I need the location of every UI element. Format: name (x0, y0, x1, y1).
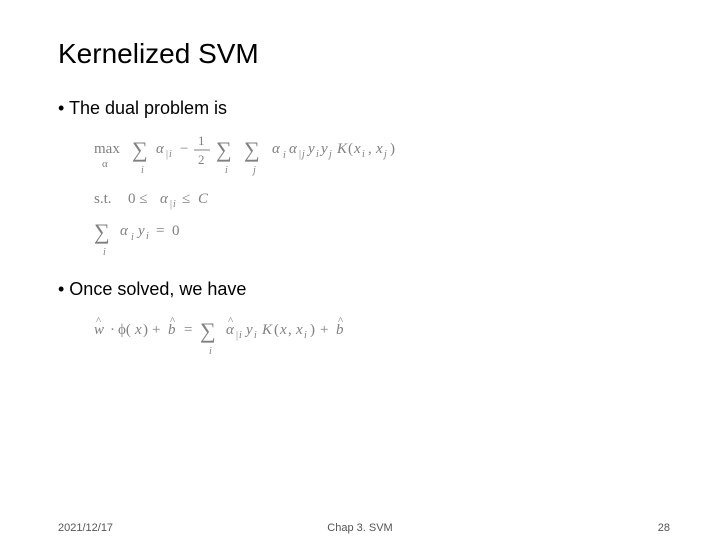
footer-page-number: 28 (658, 522, 670, 534)
bullet-dual-problem: • The dual problem is (58, 98, 670, 119)
svg-text:K: K (336, 141, 348, 157)
svg-text:x: x (353, 141, 361, 157)
svg-text:i: i (254, 330, 257, 341)
equation-solution: ^ w · ϕ( x ) + ^ b = ∑ i ^ α | (94, 312, 414, 362)
svg-text:y: y (319, 141, 328, 157)
equation-dual: max α ∑ i α | i − 1 2 ∑ i ∑ j α (94, 131, 434, 261)
svg-text:x: x (295, 322, 303, 338)
math-solution: ^ w · ϕ( x ) + ^ b = ∑ i ^ α | (94, 312, 670, 362)
svg-text:1: 1 (198, 133, 205, 148)
svg-text:w: w (94, 322, 104, 338)
svg-text:x: x (375, 141, 383, 157)
svg-text:∑: ∑ (132, 137, 148, 162)
svg-text:j: j (382, 149, 387, 160)
svg-text:i: i (103, 247, 106, 258)
svg-text:j: j (251, 165, 256, 176)
svg-text:+: + (152, 322, 160, 338)
svg-text:): ) (143, 322, 148, 338)
svg-text:y: y (306, 141, 315, 157)
svg-text:|: | (236, 330, 238, 341)
svg-text:=: = (184, 322, 192, 338)
footer-chapter: Chap 3. SVM (327, 522, 392, 534)
slide-container: Kernelized SVM • The dual problem is max… (0, 0, 720, 540)
svg-text:·: · (110, 322, 115, 338)
svg-text:|: | (299, 149, 301, 160)
svg-text:i: i (173, 199, 176, 210)
svg-text:j: j (327, 149, 332, 160)
svg-text:i: i (239, 330, 242, 341)
svg-text:(: ( (274, 322, 279, 338)
svg-text:x: x (134, 322, 142, 338)
svg-text:α: α (156, 141, 165, 157)
bullet-once-solved: • Once solved, we have (58, 279, 670, 300)
svg-text:max: max (94, 141, 120, 157)
svg-text:x: x (279, 322, 287, 338)
svg-text:ϕ(: ϕ( (118, 322, 131, 338)
svg-text:0 ≤: 0 ≤ (128, 191, 147, 207)
svg-text:s.t.: s.t. (94, 191, 112, 207)
svg-text:y: y (136, 223, 145, 239)
svg-text:i: i (304, 330, 307, 341)
slide-title: Kernelized SVM (58, 38, 670, 70)
svg-text:i: i (209, 346, 212, 357)
svg-text:2: 2 (198, 152, 205, 167)
svg-text:i: i (283, 150, 286, 161)
svg-text:α: α (272, 141, 281, 157)
svg-text:≤: ≤ (182, 191, 190, 207)
svg-text:i: i (225, 165, 228, 176)
svg-text:i: i (362, 149, 365, 160)
svg-text:,: , (288, 322, 292, 338)
svg-text:α: α (102, 158, 108, 170)
svg-text:+: + (320, 322, 328, 338)
svg-text:b: b (168, 322, 176, 338)
svg-text:∑: ∑ (216, 137, 232, 162)
svg-text:∑: ∑ (200, 318, 216, 343)
svg-text:∑: ∑ (94, 219, 110, 244)
svg-text:−: − (180, 141, 188, 157)
svg-text:): ) (390, 141, 395, 157)
footer-date: 2021/12/17 (58, 522, 113, 534)
math-dual-problem: max α ∑ i α | i − 1 2 ∑ i ∑ j α (94, 131, 670, 261)
svg-text:i: i (316, 149, 319, 160)
svg-text:0: 0 (172, 223, 180, 239)
svg-text:i: i (131, 232, 134, 243)
svg-text:α: α (226, 322, 235, 338)
svg-text:): ) (310, 322, 315, 338)
svg-text:|: | (170, 199, 172, 210)
svg-text:(: ( (348, 141, 353, 157)
svg-text:=: = (156, 223, 164, 239)
svg-text:α: α (289, 141, 298, 157)
svg-text:|: | (166, 149, 168, 160)
svg-text:∑: ∑ (244, 137, 260, 162)
svg-text:α: α (160, 191, 169, 207)
svg-text:i: i (169, 149, 172, 160)
svg-text:,: , (368, 141, 372, 157)
svg-text:b: b (336, 322, 344, 338)
svg-text:C: C (198, 191, 209, 207)
svg-text:α: α (120, 223, 129, 239)
svg-text:i: i (141, 165, 144, 176)
svg-text:K: K (261, 322, 273, 338)
svg-text:i: i (146, 231, 149, 242)
svg-text:y: y (244, 322, 253, 338)
